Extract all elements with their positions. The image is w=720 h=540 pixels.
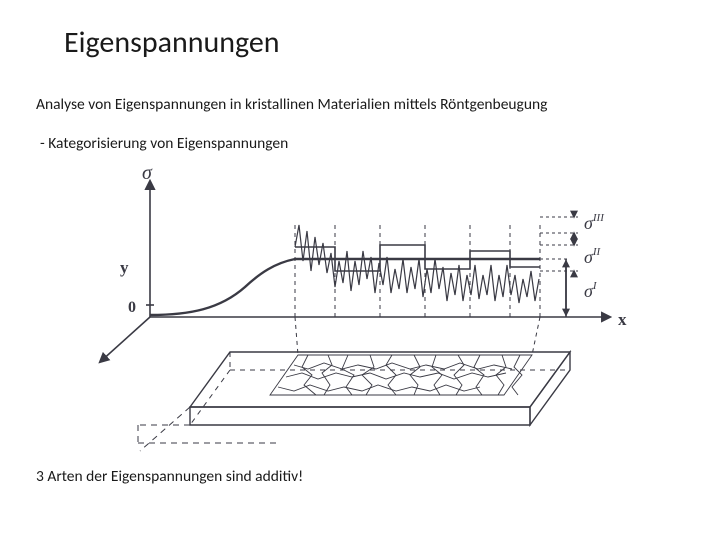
figure-container: σ y x 0 [36, 167, 684, 457]
axis-zero: 0 [128, 299, 136, 316]
axis-label-x: x [618, 310, 627, 329]
axis-label-y: y [120, 258, 129, 277]
label-sigma-iii: σIII [584, 212, 605, 233]
page-title: Eigenspannungen [64, 24, 684, 61]
stress-diagram: σ y x 0 [80, 167, 640, 457]
axis-label-sigma: σ [142, 167, 153, 184]
footer-note: 3 Arten der Eigenspannungen sind additiv… [36, 467, 684, 486]
subtitle: Analyse von Eigenspannungen in kristalli… [36, 95, 684, 114]
label-sigma-i: σI [584, 280, 598, 301]
label-sigma-ii: σII [584, 246, 602, 267]
bullet-item: Kategorisierung von Eigenspannungen [40, 134, 684, 153]
